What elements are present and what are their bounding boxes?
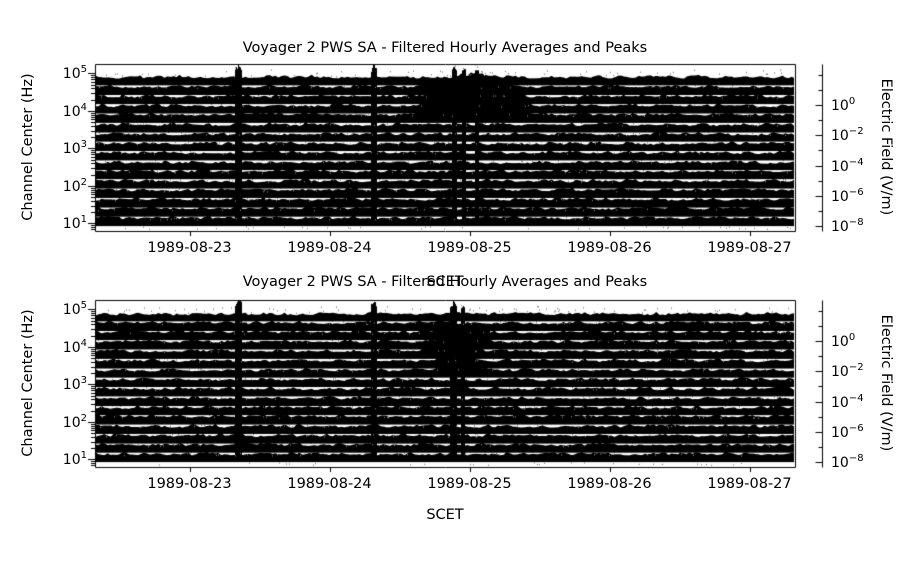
x-tick-label: 1989-08-24 [287,476,372,492]
y-right-tick-label: 10−2 [831,126,864,145]
y-right-tick-label: 10−8 [831,217,864,235]
x-tick-label: 1989-08-23 [147,240,232,256]
y-left-tick-label: 102 [62,177,87,195]
x-tick-label: 1989-08-25 [427,476,512,492]
x-tick-label: 1989-08-27 [707,476,792,492]
y-left-tick-label: 103 [62,375,87,394]
x-tick-label: 1989-08-26 [567,476,652,492]
y-left-tick-label: 103 [62,139,87,158]
panel2-ylabel-right: Electric Field (V/m) [878,314,894,452]
y-left-tick-label: 102 [62,413,87,431]
panel1-title: Voyager 2 PWS SA - Filtered Hourly Avera… [242,40,648,56]
y-right-tick-label: 10−6 [831,187,864,205]
y-right-tick-label: 10−4 [831,392,864,411]
y-right-tick-label: 10−2 [831,362,864,381]
y-left-tick-label: 101 [62,214,87,233]
x-tick-label: 1989-08-24 [287,240,372,256]
panel1-xlabel-scet: SCET [426,274,464,290]
panel2-title: Voyager 2 PWS SA - Filtered Hourly Avera… [242,274,648,290]
y-left-tick-label: 105 [62,300,87,319]
y-right-tick-label: 10−8 [831,453,864,471]
y-right-tick-label: 100 [831,96,856,114]
x-tick-label: 1989-08-25 [427,240,512,256]
panel1-ylabel-right: Electric Field (V/m) [878,78,894,216]
panel2-xlabel-scet: SCET [426,507,464,523]
y-left-tick-label: 101 [62,450,87,469]
x-tick-label: 1989-08-23 [147,476,232,492]
y-left-tick-label: 104 [62,338,87,356]
panel1-ylabel-left: Channel Center (Hz) [20,73,36,221]
y-right-tick-label: 10−6 [831,423,864,441]
y-right-tick-label: 100 [831,332,856,350]
y-right-tick-label: 10−4 [831,156,864,175]
y-left-tick-label: 105 [62,64,87,83]
x-tick-label: 1989-08-27 [707,240,792,256]
y-left-tick-label: 104 [62,102,87,120]
x-tick-label: 1989-08-26 [567,240,652,256]
panel2-ylabel-left: Channel Center (Hz) [20,309,36,457]
